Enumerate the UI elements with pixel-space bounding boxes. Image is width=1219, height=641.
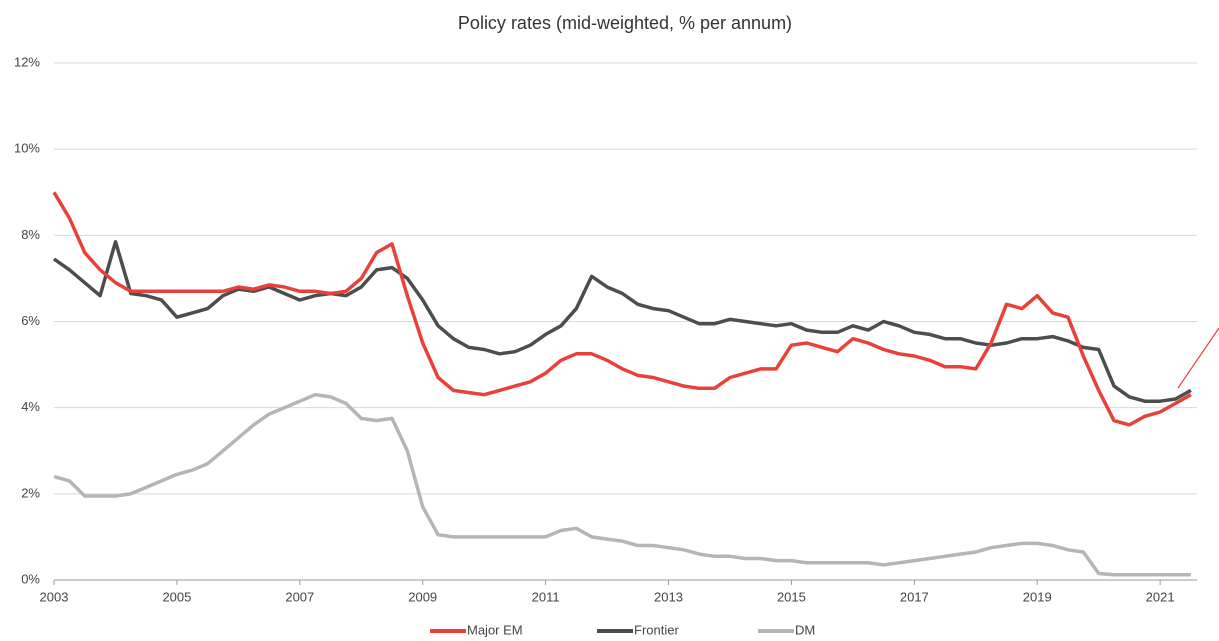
series-line — [52, 240, 1192, 403]
series-line — [52, 191, 1192, 427]
y-tick-label: 2% — [21, 485, 40, 500]
legend-label: Major EM — [467, 622, 523, 637]
x-tick-label: 2017 — [900, 589, 929, 604]
y-tick-label: 0% — [21, 571, 40, 586]
series-line — [53, 392, 1191, 577]
y-tick-label: 8% — [21, 227, 40, 242]
x-tick-label: 2007 — [285, 589, 314, 604]
legend-label: Frontier — [634, 622, 679, 637]
chart-title: Policy rates (mid-weighted, % per annum) — [458, 13, 792, 33]
y-tick-label: 10% — [14, 141, 40, 156]
y-tick-label: 4% — [21, 399, 40, 414]
x-tick-label: 2019 — [1023, 589, 1052, 604]
y-tick-label: 12% — [14, 54, 40, 69]
x-tick-label: 2005 — [162, 589, 191, 604]
x-tick-label: 2009 — [408, 589, 437, 604]
y-tick-label: 6% — [21, 313, 40, 328]
x-tick-label: 2013 — [654, 589, 683, 604]
annotation-arrow — [1177, 327, 1219, 389]
x-tick-label: 2015 — [777, 589, 806, 604]
x-tick-label: 2021 — [1146, 589, 1175, 604]
legend-label: DM — [795, 622, 815, 637]
x-tick-label: 2011 — [532, 589, 560, 604]
x-tick-label: 2003 — [40, 589, 69, 604]
